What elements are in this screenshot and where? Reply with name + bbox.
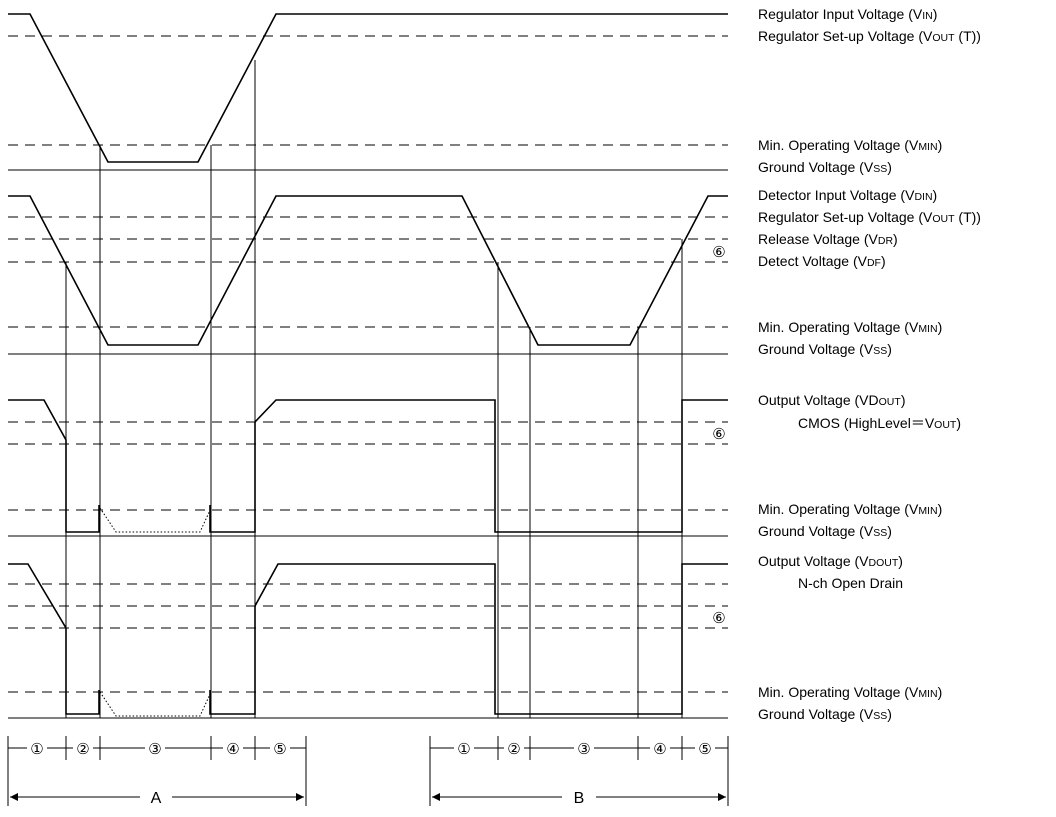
label-vss-1: Ground Voltage (VSS) [758, 159, 892, 175]
level-labels: Regulator Input Voltage (VIN) Regulator … [758, 6, 981, 722]
label-vss-4: Ground Voltage (VSS) [758, 706, 892, 722]
label-vout-t-2: Regulator Set-up Voltage (VOUT (T)) [758, 209, 981, 225]
label-vdout-cmos: Output Voltage (VDOUT) [758, 392, 905, 408]
cmos-undefined-region [99, 507, 212, 533]
marker-six-detector: ⑥ [712, 244, 725, 261]
range-b-label: B [574, 790, 585, 807]
cmos-waveform-a2 [209, 399, 728, 533]
seg-a-3: ③ [148, 741, 161, 758]
marker-six-nch: ⑥ [712, 610, 725, 627]
label-vmin-2: Min. Operating Voltage (VMIN) [758, 319, 942, 335]
label-vin: Regulator Input Voltage (VIN) [758, 6, 937, 22]
label-vss-3: Ground Voltage (VSS) [758, 523, 892, 539]
seg-b-5: ⑤ [698, 741, 711, 758]
seg-b-2: ② [507, 741, 520, 758]
label-vss-2: Ground Voltage (VSS) [758, 341, 892, 357]
label-vdout-nch: Output Voltage (VDOUT) [758, 553, 903, 569]
seg-b-4: ④ [653, 741, 666, 758]
panel-cmos-output [8, 399, 728, 537]
panel-detector-input [8, 195, 728, 355]
seg-a-1: ① [30, 741, 43, 758]
seg-a-4: ④ [226, 741, 239, 758]
label-vmin-1: Min. Operating Voltage (VMIN) [758, 137, 942, 153]
panel-regulator-input [8, 13, 728, 171]
cmos-waveform-a1 [8, 399, 100, 533]
seg-b-1: ① [457, 741, 470, 758]
label-vdin: Detector Input Voltage (VDIN) [758, 187, 937, 203]
range-arrows: A B [10, 790, 726, 807]
seg-b-3: ③ [577, 741, 590, 758]
label-nch: N-ch Open Drain [798, 575, 903, 591]
label-cmos: CMOS (HighLevel＝VOUT) [798, 415, 961, 431]
label-vdr: Release Voltage (VDR) [758, 231, 898, 247]
range-a-label: A [151, 790, 162, 807]
vdin-waveform [8, 195, 728, 346]
segment-row: ① ② ③ ④ ⑤ ① ② ③ ④ ⑤ [7, 736, 729, 806]
label-vdf: Detect Voltage (VDF) [758, 253, 886, 269]
seg-a-5: ⑤ [273, 741, 286, 758]
seg-a-2: ② [76, 741, 89, 758]
timing-guides [65, 60, 683, 718]
nch-undefined-region [99, 691, 212, 717]
label-vmin-3: Min. Operating Voltage (VMIN) [758, 501, 942, 517]
six-markers: ⑥ ⑥ ⑥ [712, 244, 725, 627]
panel-nch-output [8, 563, 728, 719]
label-vout-t: Regulator Set-up Voltage (VOUT (T)) [758, 28, 981, 44]
label-vmin-4: Min. Operating Voltage (VMIN) [758, 684, 942, 700]
vin-waveform [8, 13, 728, 163]
marker-six-cmos: ⑥ [712, 426, 725, 443]
